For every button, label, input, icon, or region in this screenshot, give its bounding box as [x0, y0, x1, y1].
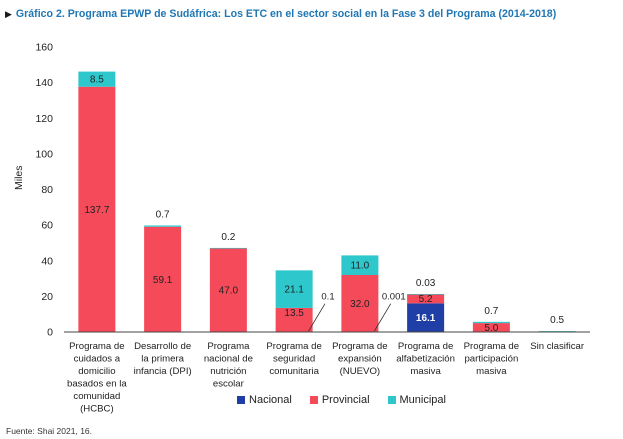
category-label-2-2: nutrición — [210, 366, 246, 377]
bar-provincial-5 — [407, 294, 445, 304]
legend-label-nacional: Nacional — [249, 394, 292, 406]
legend-swatch-provincial — [309, 396, 318, 404]
legend-swatch-municipal — [387, 396, 396, 404]
category-label-0-0: Programa de — [69, 341, 124, 352]
category-label-0-4: comunidad — [73, 391, 120, 402]
bar-provincial-3 — [275, 307, 313, 332]
category-label-1-2: infancia (DPI) — [134, 366, 192, 377]
y-tick-label-1: 20 — [41, 291, 53, 303]
bar-municipal-1 — [144, 225, 182, 227]
legend-label-provincial: Provincial — [321, 394, 370, 406]
category-label-3-1: seguridad — [273, 354, 315, 365]
category-label-5-1: alfabetización — [396, 354, 455, 365]
y-tick-label-8: 160 — [35, 42, 53, 54]
category-label-2-0: Programa — [207, 341, 250, 352]
category-label-5-2: masiva — [410, 366, 441, 377]
bar-municipal-6 — [472, 321, 510, 324]
data-label-municipal-7: 0.5 — [550, 315, 564, 326]
annotation-label-0: 0.1 — [321, 292, 334, 303]
category-label-3-2: comunitaria — [269, 366, 319, 377]
category-label-0-1: cuidados a — [74, 354, 121, 365]
bar-municipal-0 — [78, 71, 116, 87]
category-label-6-0: Programa de — [464, 341, 519, 352]
category-label-5-0: Programa de — [398, 341, 453, 352]
category-label-6-2: masiva — [476, 366, 507, 377]
y-tick-label-6: 120 — [35, 113, 53, 125]
y-tick-label-3: 60 — [41, 220, 53, 232]
data-label-provincial-3: 13.5 — [284, 308, 304, 319]
data-label-provincial-5: 5.2 — [419, 294, 433, 305]
bar-municipal-4 — [341, 255, 379, 275]
triangle-marker-icon: ▶ — [5, 9, 12, 19]
data-label-municipal-0: 8.5 — [90, 75, 104, 86]
data-label-municipal-4: 11.0 — [351, 261, 370, 272]
bar-nacional-5 — [407, 303, 445, 332]
data-label-provincial-0: 137.7 — [84, 205, 109, 216]
category-label-2-3: escolar — [213, 379, 245, 390]
data-label-municipal-5: 0.03 — [416, 278, 436, 289]
data-label-provincial-6: 5.0 — [484, 323, 498, 334]
category-label-6-1: participación — [464, 354, 518, 365]
category-label-1-0: Desarrollo de — [134, 341, 191, 352]
data-label-municipal-1: 0.7 — [156, 209, 170, 220]
category-label-2-1: nacional de — [204, 354, 253, 365]
category-label-0-2: domicilio — [78, 366, 115, 377]
bar-provincial-6 — [472, 323, 510, 332]
legend-item-nacional: Nacional — [237, 394, 292, 406]
bar-municipal-3 — [275, 270, 313, 308]
y-tick-label-5: 100 — [35, 148, 53, 160]
chart-title: ▶ Gráfico 2. Programa EPWP de Sudáfrica: … — [5, 8, 556, 20]
y-tick-label-4: 80 — [41, 184, 53, 196]
legend-item-municipal: Municipal — [387, 394, 446, 406]
legend-item-provincial: Provincial — [309, 394, 370, 406]
bar-provincial-1 — [144, 226, 182, 332]
source-note: Fuente: Shai 2021, 16. — [6, 426, 93, 436]
data-label-municipal-3: 21.1 — [284, 285, 304, 296]
bar-provincial-4 — [341, 275, 379, 332]
legend-label-municipal: Municipal — [399, 394, 446, 406]
data-label-municipal-2: 0.2 — [221, 232, 235, 243]
category-label-7-0: Sin clasificar — [530, 341, 585, 352]
category-label-0-3: basados en la — [67, 379, 127, 390]
category-label-4-0: Programa de — [332, 341, 387, 352]
annotation-leader-1 — [374, 303, 392, 332]
bar-municipal-5 — [407, 294, 445, 295]
bar-provincial-0 — [78, 86, 116, 332]
data-label-provincial-1: 59.1 — [153, 275, 173, 286]
data-label-provincial-4: 32.0 — [350, 299, 370, 310]
legend-swatch-nacional — [237, 396, 246, 404]
y-tick-label-0: 0 — [47, 327, 53, 339]
category-label-4-2: (NUEVO) — [340, 366, 381, 377]
y-tick-label-7: 140 — [35, 77, 53, 89]
legend: Nacional Provincial Municipal — [0, 394, 623, 406]
chart-title-text: Gráfico 2. Programa EPWP de Sudáfrica: L… — [15, 8, 557, 20]
category-label-4-1: expansión — [338, 354, 382, 365]
data-label-provincial-2: 47.0 — [219, 286, 239, 297]
y-tick-label-2: 40 — [41, 255, 53, 267]
annotation-leader-0 — [308, 303, 326, 332]
annotation-label-1: 0.001 — [382, 292, 406, 303]
data-label-nacional-5: 16.1 — [416, 313, 436, 324]
bar-provincial-2 — [209, 248, 247, 332]
bar-municipal-2 — [209, 247, 247, 249]
data-label-municipal-6: 0.7 — [484, 306, 498, 317]
category-label-3-0: Programa de — [266, 341, 321, 352]
category-label-0-5: (HCBC) — [80, 404, 114, 415]
category-label-1-1: la primera — [141, 354, 184, 365]
